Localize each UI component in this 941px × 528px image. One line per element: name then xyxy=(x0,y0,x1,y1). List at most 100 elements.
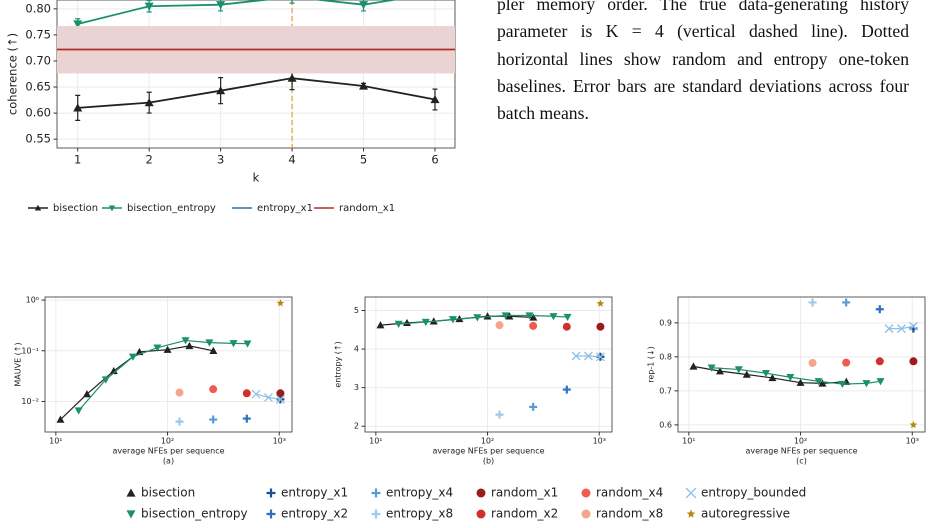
plot-frame xyxy=(44,296,293,433)
x-tick-label: 10² xyxy=(794,437,807,446)
marker xyxy=(768,373,777,382)
marker xyxy=(448,316,457,324)
marker xyxy=(501,312,510,320)
marker xyxy=(394,320,403,328)
y-tick-label: 3 xyxy=(354,383,359,392)
plot-frame xyxy=(364,296,613,433)
x-axis-label: average NFEs per sequence xyxy=(432,447,544,456)
marker xyxy=(276,299,285,307)
caption-paragraph: pler memory order. The true data-generat… xyxy=(497,0,909,124)
plot-area xyxy=(365,297,612,432)
marker xyxy=(74,407,83,415)
x-tick-label: 10² xyxy=(481,437,494,446)
marker xyxy=(875,357,884,366)
marker xyxy=(786,374,795,382)
marker xyxy=(483,312,492,320)
marker xyxy=(371,509,381,519)
marker xyxy=(216,1,226,10)
marker xyxy=(734,366,743,374)
marker xyxy=(595,352,605,362)
marker xyxy=(707,364,716,372)
marker xyxy=(818,379,827,387)
x-axis-label: average NFEs per sequence xyxy=(745,447,857,456)
marker xyxy=(581,509,591,519)
marker xyxy=(715,367,724,375)
marker xyxy=(796,378,805,386)
legend-label: random_x2 xyxy=(491,507,558,521)
marker xyxy=(275,394,285,404)
marker xyxy=(266,509,276,519)
y-tick-label: 10⁰ xyxy=(26,296,39,305)
x-tick-label: 10¹ xyxy=(49,437,62,446)
marker xyxy=(596,299,605,307)
panel-label: (b) xyxy=(483,457,494,466)
legend-label: autoregressive xyxy=(701,507,790,521)
marker xyxy=(908,321,918,331)
marker xyxy=(549,313,558,321)
y-tick-label: 0.75 xyxy=(25,27,51,41)
plot-area xyxy=(57,0,455,148)
marker xyxy=(686,509,696,518)
marker xyxy=(276,389,285,398)
y-tick-label: 0.7 xyxy=(659,386,672,395)
x-tick-label: 6 xyxy=(431,153,438,167)
x-tick-label: 2 xyxy=(146,153,153,167)
x-tick-label: 1 xyxy=(74,153,81,167)
legend-label: bisection xyxy=(141,486,195,500)
marker xyxy=(562,385,571,394)
marker xyxy=(175,417,184,426)
marker xyxy=(109,366,118,375)
legend-label: entropy_x1 xyxy=(257,203,313,214)
marker xyxy=(838,380,847,389)
marker xyxy=(242,389,251,398)
marker xyxy=(216,86,226,95)
marker xyxy=(163,345,172,353)
marker xyxy=(909,420,918,429)
legend-label: entropy_x4 xyxy=(386,486,453,500)
marker xyxy=(525,312,534,320)
marker xyxy=(209,346,218,354)
legend-label: random_x1 xyxy=(491,486,558,500)
x-tick-label: 10² xyxy=(161,437,174,446)
y-tick-label: 0.65 xyxy=(25,80,51,94)
legend-label: random_x1 xyxy=(339,203,395,214)
marker xyxy=(421,318,430,327)
marker xyxy=(242,414,251,423)
legend-label: bisection_entropy xyxy=(141,507,248,521)
x-tick-label: 10¹ xyxy=(682,437,695,446)
marker xyxy=(263,393,273,402)
marker xyxy=(266,488,276,498)
marker xyxy=(371,488,381,498)
marker xyxy=(209,415,218,424)
marker xyxy=(430,95,440,104)
marker xyxy=(473,314,482,322)
y-tick-label: 0.6 xyxy=(659,420,672,429)
y-axis-label: MAUVE (↑) xyxy=(14,342,23,386)
series-line xyxy=(77,0,399,25)
marker xyxy=(101,376,110,384)
y-tick-label: 5 xyxy=(354,306,359,315)
marker xyxy=(808,298,817,307)
marker xyxy=(476,509,486,519)
x-axis-label: average NFEs per sequence xyxy=(112,447,224,456)
x-tick-label: 10³ xyxy=(273,437,286,446)
x-tick-label: 4 xyxy=(288,153,295,167)
legend-label: bisection xyxy=(53,203,98,214)
marker xyxy=(563,313,572,322)
plot-area xyxy=(678,297,925,432)
marker xyxy=(562,322,571,331)
marker xyxy=(884,324,894,334)
marker xyxy=(73,20,83,29)
plot-frame xyxy=(56,0,456,149)
marker xyxy=(571,351,581,361)
y-tick-label: 10⁻¹ xyxy=(21,346,39,355)
y-axis-label: entropy (↑) xyxy=(334,341,343,387)
marker xyxy=(73,103,83,112)
marker xyxy=(495,321,504,330)
marker xyxy=(128,353,137,361)
marker xyxy=(875,305,884,314)
marker xyxy=(876,378,885,386)
marker xyxy=(909,357,918,366)
marker xyxy=(291,0,293,2)
